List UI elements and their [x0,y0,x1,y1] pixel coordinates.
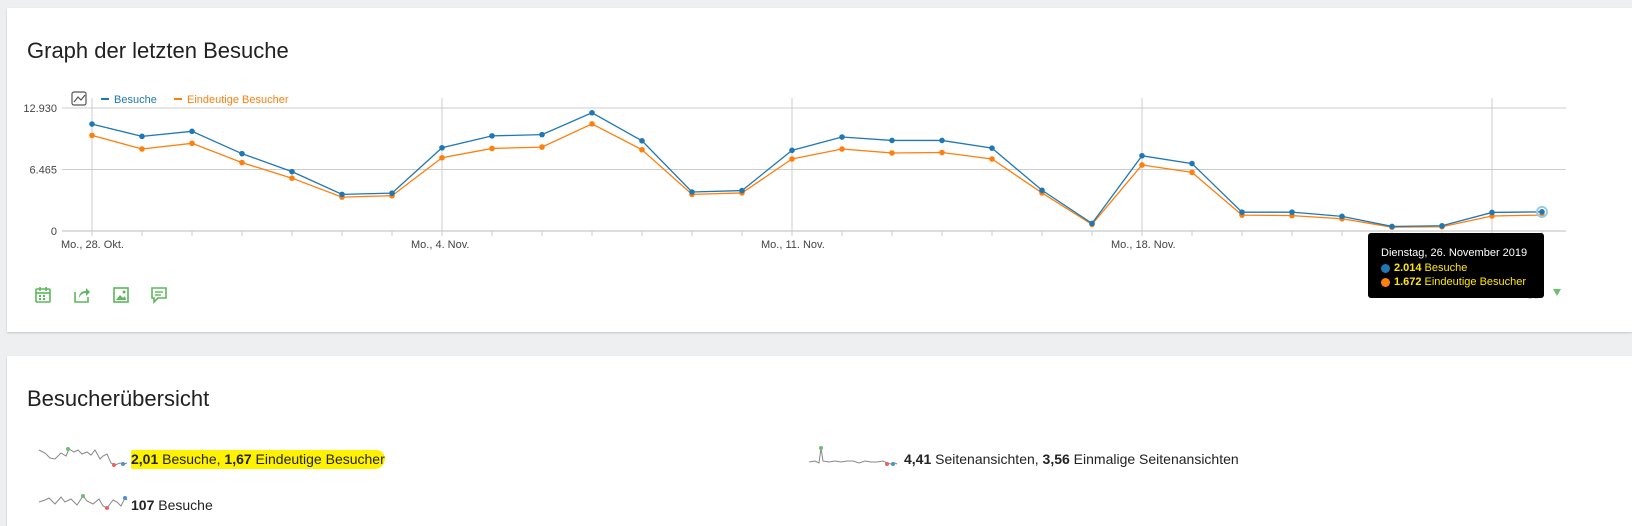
overview-card [7,356,1632,526]
tooltip-value-visits: 2.014 [1394,262,1422,274]
data-point[interactable] [589,109,595,116]
sparkline-pageviews[interactable] [807,444,899,470]
data-point[interactable] [139,146,145,152]
data-point[interactable] [89,121,95,127]
data-point[interactable] [989,156,995,162]
data-point[interactable] [1439,222,1445,229]
data-point[interactable] [1239,209,1245,215]
tooltip-row-unique: 1.672 Eindeutige Besucher [1381,275,1544,289]
unique-visitors-value: 1,67 [224,451,252,467]
data-point[interactable] [989,145,995,151]
data-point[interactable] [539,144,545,150]
visits-value: 2,01 [131,451,159,467]
data-point[interactable] [1139,162,1145,168]
sparkline-max-actions[interactable] [37,490,129,516]
data-point[interactable] [389,190,395,196]
data-point[interactable] [139,133,145,140]
data-point[interactable] [739,187,745,194]
y-tick-label: 6.465 [29,165,57,177]
series-line[interactable] [91,123,1543,228]
data-point[interactable] [289,175,295,182]
data-point[interactable] [939,137,945,144]
data-point[interactable] [189,128,195,135]
data-point[interactable] [439,144,445,151]
legend-label[interactable]: Besuche [114,94,157,106]
data-point[interactable] [589,121,595,127]
tooltip-row-visits: 2.014 Besuche [1381,261,1544,275]
image-icon[interactable] [112,286,130,304]
data-point[interactable] [89,132,95,139]
data-point[interactable] [1189,169,1195,176]
export-icon[interactable] [73,286,91,304]
chart-tooltip: Dienstag, 26. November 2019 2.014 Besuch… [1368,233,1544,298]
data-point[interactable] [339,191,345,198]
data-point[interactable] [1489,209,1495,216]
data-point[interactable] [289,168,295,175]
tooltip-label-unique: Eindeutige Besucher [1424,276,1527,288]
data-point[interactable] [839,146,845,152]
pageviews-label: Seitenansichten, [931,451,1043,467]
data-point[interactable] [1539,209,1545,215]
data-point[interactable] [189,140,195,147]
tooltip-date: Dienstag, 26. November 2019 [1381,247,1528,259]
x-tick-label: Mo., 18. Nov. [1111,239,1176,251]
data-point[interactable] [889,150,895,156]
data-point[interactable] [639,138,645,144]
actions-label: Besuche [154,497,213,513]
data-point[interactable] [839,134,845,140]
series-line[interactable] [91,112,1543,228]
tooltip-dot-unique [1381,277,1390,287]
visits-label: Besuche, [158,451,225,467]
overview-visits-line: 2,01 Besuche, 1,67 Eindeutige Besucher [131,450,385,469]
data-point[interactable] [239,159,245,166]
tooltip-value-unique: 1.672 [1394,276,1422,288]
overview-title: Besucherübersicht [27,386,210,411]
data-point[interactable] [1089,220,1095,227]
data-point[interactable] [239,150,245,157]
pageviews-value: 4,41 [904,451,932,467]
data-point[interactable] [439,154,445,161]
sparkline-visits[interactable] [37,444,129,470]
data-point[interactable] [1189,160,1195,167]
data-point[interactable] [789,147,795,154]
y-tick-label: 12.930 [23,103,57,115]
data-point[interactable] [1039,187,1045,194]
y-tick-label: 0 [51,226,57,238]
graph-title: Graph der letzten Besuche [27,38,289,63]
data-point[interactable] [889,137,895,144]
data-point[interactable] [489,133,495,139]
data-point[interactable] [1139,152,1145,159]
overview-pageviews-line: 4,41 Seitenansichten, 3,56 Einmalige Sei… [904,451,1239,467]
more-options-arrow-icon[interactable] [1553,289,1561,296]
data-point[interactable] [539,131,545,138]
unique-visitors-label: Eindeutige Besucher [251,451,385,467]
actions-value: 107 [131,497,155,513]
annotation-icon[interactable] [150,286,168,304]
chart-type-icon[interactable] [71,91,87,106]
data-point[interactable] [1289,209,1295,215]
tooltip-dot-visits [1381,263,1390,273]
tooltip-label-visits: Besuche [1424,262,1468,274]
unique-pageviews-value: 3,56 [1042,451,1070,467]
hover-point-highlight [1536,205,1548,218]
legend-label[interactable]: Eindeutige Besucher [187,94,289,106]
data-point[interactable] [489,145,495,152]
overview-actions-line: 107 Besuche [131,497,213,513]
data-point[interactable] [789,156,795,162]
data-point[interactable] [1389,223,1395,230]
unique-pageviews-label: Einmalige Seitenansichten [1069,451,1239,467]
x-tick-label: Mo., 28. Okt. [61,239,124,251]
x-tick-label: Mo., 4. Nov. [411,239,469,251]
data-point[interactable] [689,189,695,195]
data-point[interactable] [939,149,945,156]
calendar-icon[interactable] [34,286,52,304]
data-point[interactable] [639,146,645,153]
chart-type-icon-glyph [73,94,86,103]
overview-visits-highlight: 2,01 Besuche, 1,67 Eindeutige Besucher [131,450,385,469]
x-tick-label: Mo., 11. Nov. [761,239,825,251]
data-point[interactable] [1339,213,1345,220]
